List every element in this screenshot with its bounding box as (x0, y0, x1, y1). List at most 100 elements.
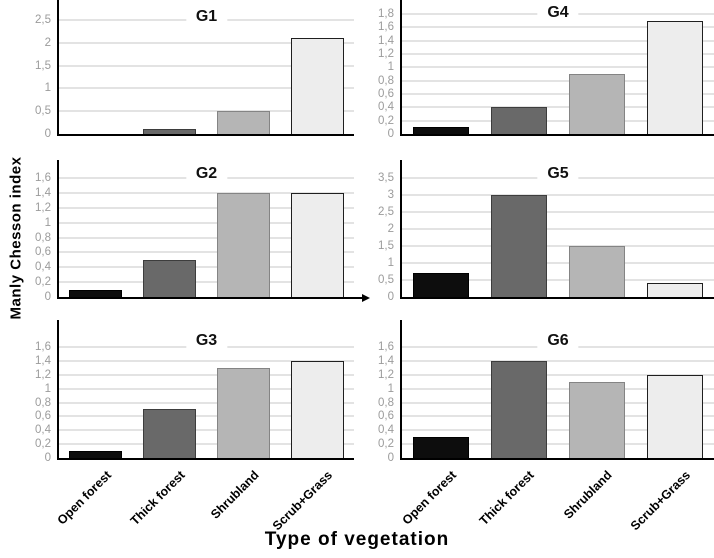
gridline (402, 26, 714, 29)
y-tick-label: 0,6 (35, 246, 51, 259)
y-tick-label: 0 (387, 128, 394, 140)
y-tick-label: 1,4 (35, 354, 51, 367)
bar-thick-forest (143, 409, 197, 458)
y-tick-label: 0,6 (378, 88, 394, 100)
gridline (402, 39, 714, 42)
x-category-label: Thick forest (127, 468, 188, 529)
y-tick-label: 3,5 (378, 172, 394, 184)
y-tick-label: 0,2 (378, 438, 394, 451)
bar-thick-forest (143, 129, 197, 134)
gridline (402, 194, 714, 196)
gridline (59, 236, 354, 239)
gridline (59, 401, 354, 404)
y-tick-label: 0,8 (378, 74, 394, 87)
y-tick-label: 0 (44, 291, 51, 303)
gridline (59, 64, 354, 67)
y-tick-label: 0 (44, 128, 51, 140)
gridline (402, 262, 714, 264)
y-tick-label: 1,4 (35, 186, 51, 199)
bar-open-forest (69, 289, 123, 297)
bar-shrubland (216, 367, 270, 458)
y-tick-label: 0,2 (378, 114, 394, 127)
bar-scrub-grass (646, 283, 704, 297)
y-tick-label: 1,4 (378, 34, 394, 47)
gridline (59, 221, 354, 224)
y-tick-label: 0 (387, 452, 394, 464)
y-tick-label: 0,8 (378, 396, 394, 409)
panel-g3: 0 0,2 0,4 0,6 0,8 1 1,2 1,4 1,6 G3 Open forest Thic… (35, 320, 354, 533)
gridline (59, 359, 354, 362)
gridline (59, 429, 354, 432)
y-tick-label: 1,8 (378, 8, 394, 20)
y-tick-label: 0,5 (378, 274, 394, 286)
y-tick-label: 2,5 (35, 14, 51, 26)
x-category-label: Open forest (54, 468, 114, 528)
gridline (402, 443, 714, 446)
y-tick-label: 1,2 (378, 368, 394, 381)
bar-open-forest (412, 273, 470, 297)
y-tick-label: 0 (387, 291, 394, 303)
y-tick-label: 1 (44, 382, 51, 395)
gridline (402, 211, 714, 213)
gridline (402, 106, 714, 109)
bar-shrubland (216, 111, 270, 134)
x-category-label: Shrubland (207, 468, 262, 522)
x-category-label: Shrubland (561, 468, 615, 522)
y-tick-label: 1 (44, 216, 51, 229)
gridline (402, 415, 714, 418)
panel-title: G5 (537, 165, 579, 183)
x-category-label: Scrub+Grass (269, 468, 336, 534)
y-tick-label: 2 (387, 223, 394, 235)
x-axis-arrow (362, 294, 370, 302)
bar-thick-forest (490, 195, 548, 297)
gridline (59, 443, 354, 446)
panel-title: G4 (537, 4, 579, 22)
gridline (402, 93, 714, 95)
gridline (402, 373, 714, 376)
y-tick-label: 1 (387, 382, 394, 395)
gridline (402, 79, 714, 82)
y-tick-label: 1,5 (35, 59, 51, 72)
panel-title: G2 (185, 165, 228, 183)
y-tick-label: 0,4 (35, 424, 51, 437)
gridline (59, 373, 354, 376)
y-tick-label: 0,6 (378, 410, 394, 423)
x-axis-arrow-shaft (354, 297, 363, 299)
gridline (402, 401, 714, 404)
y-tick-label: 2 (44, 36, 51, 49)
panel-g1: 0 0,5 1 1,5 2 2,5 G1 (35, 0, 354, 140)
x-category-label: Thick forest (476, 468, 537, 529)
bar-scrub-grass (290, 192, 344, 297)
bar-open-forest (412, 127, 470, 134)
y-tick-label: 1,2 (35, 201, 51, 214)
gridline (59, 191, 354, 194)
gridline (59, 415, 354, 418)
bar-shrubland (568, 381, 626, 458)
bar-open-forest (412, 437, 470, 458)
panel-g2: 0 0,2 0,4 0,6 0,8 1 1,2 1,4 1,6 G2 (35, 160, 370, 303)
y-tick-label: 1,6 (378, 341, 394, 353)
panel-title: G3 (185, 332, 228, 350)
y-tick-label: 2,5 (378, 206, 394, 218)
gridline (402, 66, 714, 69)
y-tick-label: 1,2 (35, 368, 51, 381)
gridline (402, 228, 714, 230)
y-tick-label: 1,4 (378, 354, 394, 367)
y-axis-label: Manly Chesson index (7, 156, 25, 320)
gridline (402, 53, 714, 55)
gridline (59, 266, 354, 269)
y-tick-label: 1,6 (35, 172, 51, 184)
bar-thick-forest (490, 360, 548, 458)
y-tick-label: 0,4 (35, 261, 51, 274)
y-tick-label: 0,5 (35, 105, 51, 118)
y-tick-label: 0 (44, 452, 51, 464)
x-axis-label: Type of vegetation (264, 529, 450, 550)
x-category-label: Scrub+Grass (627, 468, 693, 534)
gridline (59, 87, 354, 90)
y-tick-label: 1 (44, 82, 51, 95)
y-tick-label: 0,2 (35, 276, 51, 289)
gridline (59, 281, 354, 284)
panel-title: G1 (185, 8, 228, 26)
bar-thick-forest (490, 107, 548, 134)
panel-g6: 0 0,2 0,4 0,6 0,8 1 1,2 1,4 1,6 G6 Open forest Thic… (378, 320, 714, 533)
